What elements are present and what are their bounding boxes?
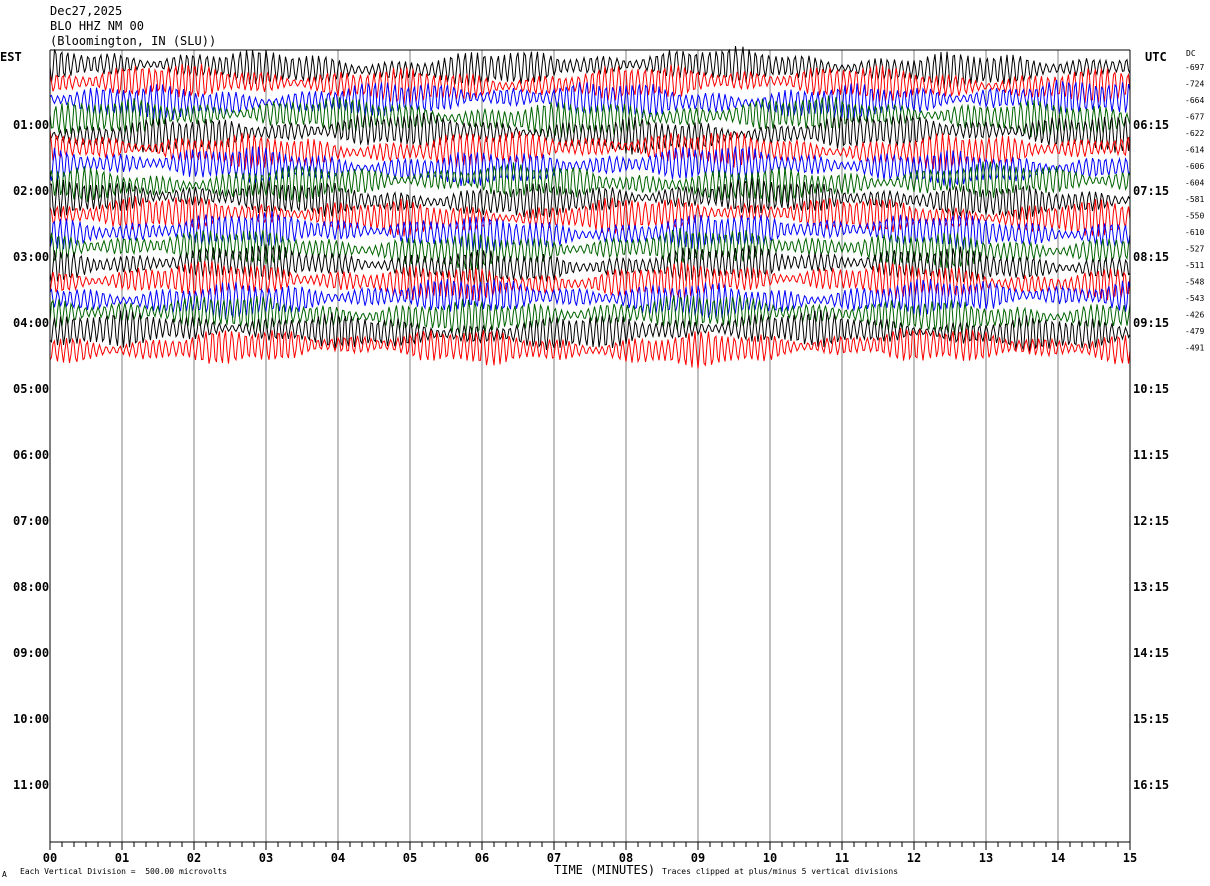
- utc-hour-label: 14:15: [1133, 646, 1169, 660]
- x-tick-label: 13: [979, 851, 993, 865]
- trace-line: [49, 130, 1131, 171]
- x-tick-label: 06: [475, 851, 489, 865]
- footer-marker: A: [2, 870, 7, 879]
- x-tick-label: 10: [763, 851, 777, 865]
- dc-offset-label: -479: [1185, 327, 1204, 336]
- utc-hour-label: 08:15: [1133, 250, 1169, 264]
- est-hour-label: 03:00: [13, 250, 49, 264]
- utc-hour-label: 13:15: [1133, 580, 1169, 594]
- seismic-traces: [49, 46, 1131, 369]
- header-station: BLO HHZ NM 00: [50, 19, 144, 33]
- dc-offset-label: -527: [1185, 245, 1204, 254]
- x-tick-label: 14: [1051, 851, 1065, 865]
- dc-column-title: DC: [1186, 49, 1196, 58]
- est-hour-label: 02:00: [13, 184, 49, 198]
- dc-offset-label: -604: [1185, 179, 1204, 188]
- dc-offset-label: -677: [1185, 113, 1204, 122]
- utc-hour-label: 11:15: [1133, 448, 1169, 462]
- dc-offset-label: -426: [1185, 311, 1204, 320]
- x-tick-label: 00: [43, 851, 57, 865]
- dc-offset-label: -622: [1185, 129, 1204, 138]
- est-hour-label: 07:00: [13, 514, 49, 528]
- utc-hour-label: 10:15: [1133, 382, 1169, 396]
- trace-line: [49, 63, 1131, 105]
- utc-hour-label: 16:15: [1133, 778, 1169, 792]
- trace-line: [49, 295, 1131, 336]
- est-hour-label: 04:00: [13, 316, 49, 330]
- est-hour-label: 01:00: [13, 118, 49, 132]
- utc-hour-label: 15:15: [1133, 712, 1169, 726]
- header-date: Dec27,2025: [50, 4, 123, 18]
- trace-line: [49, 112, 1131, 155]
- scale-note: Each Vertical Division = 500.00 microvol…: [20, 867, 228, 876]
- x-tick-label: 07: [547, 851, 561, 865]
- utc-hour-label: 09:15: [1133, 316, 1169, 330]
- utc-hour-label: 06:15: [1133, 118, 1169, 132]
- x-tick-label: 01: [115, 851, 129, 865]
- utc-hour-labels: 06:15 07:15 08:15 09:15 10:15 11:15 12:15 13:15…: [1133, 118, 1169, 792]
- dc-offset-label: -548: [1185, 278, 1204, 287]
- dc-offset-label: -697: [1185, 63, 1204, 72]
- minute-gridlines: [121, 50, 1059, 842]
- est-hour-label: 10:00: [13, 712, 49, 726]
- trace-line: [49, 310, 1131, 352]
- dc-offset-label: -511: [1185, 261, 1204, 270]
- trace-line: [49, 196, 1131, 237]
- x-tick-label: 04: [331, 851, 345, 865]
- x-tick-label: 11: [835, 851, 849, 865]
- trace-line: [49, 278, 1131, 320]
- est-hour-label: 05:00: [13, 382, 49, 396]
- dc-offset-label: -614: [1185, 146, 1204, 155]
- dc-offset-labels: -697 -724 -664 -677 -622 -614 -606 -604 -581 -550…: [1185, 63, 1204, 353]
- dc-offset-label: -550: [1185, 212, 1204, 221]
- est-hour-labels: 01:00 02:00 03:00 04:00 05:00 06:00 07:00 08:00…: [13, 118, 49, 792]
- x-tick-label: 02: [187, 851, 201, 865]
- trace-line: [49, 328, 1131, 369]
- x-tick-labels: 00 01 02 03 04 05 06 07 08 09 10 11 12 13 14 15: [43, 851, 1137, 865]
- dc-offset-label: -606: [1185, 162, 1204, 171]
- trace-line: [49, 227, 1131, 271]
- x-tick-label: 15: [1123, 851, 1137, 865]
- dc-offset-label: -491: [1185, 344, 1204, 353]
- utc-hour-label: 07:15: [1133, 184, 1169, 198]
- dc-offset-label: -543: [1185, 294, 1204, 303]
- trace-line: [49, 46, 1131, 89]
- x-tick-label: 05: [403, 851, 417, 865]
- utc-axis-title: UTC: [1145, 50, 1167, 64]
- est-hour-label: 08:00: [13, 580, 49, 594]
- est-hour-label: 09:00: [13, 646, 49, 660]
- est-axis-title: EST: [0, 50, 22, 64]
- header-location: (Bloomington, IN (SLU)): [50, 34, 217, 48]
- dc-offset-label: -581: [1185, 195, 1204, 204]
- trace-line: [49, 95, 1131, 138]
- trace-line: [49, 161, 1131, 204]
- plot-axes: [49, 49, 1131, 843]
- dc-offset-label: -610: [1185, 228, 1204, 237]
- x-axis-title: TIME (MINUTES): [554, 863, 656, 877]
- utc-hour-label: 12:15: [1133, 514, 1169, 528]
- est-hour-label: 11:00: [13, 778, 49, 792]
- trace-line: [49, 178, 1131, 220]
- x-tick-label: 03: [259, 851, 273, 865]
- est-hour-label: 06:00: [13, 448, 49, 462]
- clip-note: Traces clipped at plus/minus 5 vertical …: [662, 867, 899, 876]
- x-tick-label: 09: [691, 851, 705, 865]
- dc-offset-label: -724: [1185, 80, 1204, 89]
- trace-line: [49, 261, 1131, 301]
- dc-offset-label: -664: [1185, 96, 1204, 105]
- x-axis-ticks: [49, 842, 1131, 850]
- x-tick-label: 08: [619, 851, 633, 865]
- x-tick-label: 12: [907, 851, 921, 865]
- trace-line: [49, 210, 1131, 253]
